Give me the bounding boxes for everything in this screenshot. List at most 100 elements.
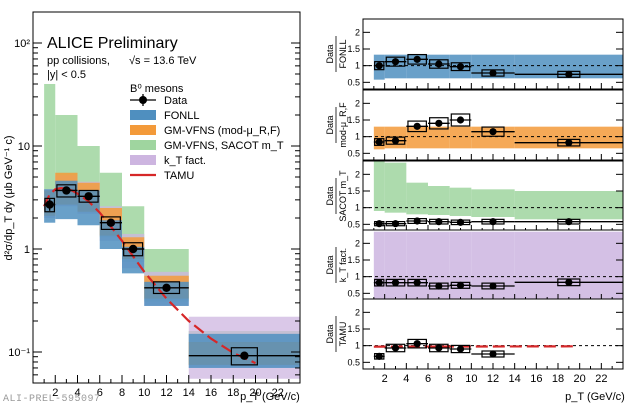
ratio-point-2-5: [489, 218, 497, 226]
main-xtick-label-6: 6: [97, 387, 103, 399]
ratio-point-4-4: [456, 345, 465, 353]
main-xtick-label-20: 20: [249, 387, 261, 399]
ratio-point-0-4: [456, 63, 465, 71]
ratio-band-3-bin-3: [428, 231, 450, 300]
ratio-point-3-3: [435, 282, 443, 290]
ratio-ytick-label-3: 2: [355, 238, 360, 248]
fonll-band-bin-3: [99, 220, 122, 249]
ratio-ytick-label-2: 1: [355, 203, 360, 213]
main-y-axis-label: d²σ/dp_T dy (μb GeV⁻¹ c): [3, 135, 15, 260]
main-xtick-label-22: 22: [272, 387, 284, 399]
main-xtick-label-2: 2: [52, 387, 58, 399]
ratio-point-3-2: [413, 279, 421, 287]
ratio-panel-0: 0.5 1 1.5 2 Data FONLL: [325, 18, 624, 90]
ratio-ytick-label-4: 1.5: [347, 324, 360, 334]
main-ytick-label: 10²: [14, 38, 30, 50]
ratio-ylabel-num-2: Data: [325, 186, 335, 205]
ratio-point-1-0: [375, 138, 383, 146]
ratio-panel-2: 0.5 1 1.5 2 Data SACOT m_T: [325, 160, 624, 232]
ratio-band-2-bin-0: [373, 161, 385, 211]
ratio-xtick-label-8: 8: [447, 373, 453, 385]
ratio-band-2-bin-2: [406, 182, 428, 215]
legend-kt-swatch: [130, 155, 156, 165]
ratio-point-1-2: [413, 122, 421, 130]
ratio-band-2-bin-3: [428, 186, 450, 215]
ratio-ytick-label-4: 0.5: [347, 357, 360, 367]
ratio-ylabel-num-3: Data: [325, 255, 335, 274]
ratio-point-4-1: [391, 344, 400, 352]
ratio-ytick-label-1: 1.5: [347, 115, 360, 125]
ratio-ytick-label-2: 1.5: [347, 186, 360, 196]
ratio-ytick-label-3: 1.5: [347, 255, 360, 265]
main-ytick-label: 10⁻¹: [8, 347, 30, 359]
main-xtick-label-10: 10: [138, 387, 150, 399]
main-xtick-label-8: 8: [119, 387, 125, 399]
ratio-point-3-5: [489, 282, 497, 290]
ratio-point-2-4: [456, 218, 465, 226]
ratio-point-0-1: [391, 58, 400, 66]
ratio-ylabel-den-1: mod-μ_R,F: [338, 102, 348, 148]
legend-data-marker: [139, 96, 147, 104]
ratio-point-4-2: [413, 340, 421, 348]
ratio-plot-area-4: [363, 299, 623, 369]
data-point-1: [62, 186, 71, 195]
ratio-band-3-bin-0: [373, 231, 385, 300]
legend-tamu-label: TAMU: [164, 170, 194, 182]
experiment-label: ALICE Preliminary: [47, 35, 178, 52]
ratio-panel-3: 0.5 1 1.5 2 Data k_T fact.: [325, 229, 624, 301]
sacot-band-bin-0: [44, 83, 56, 214]
particle-label: B⁰ mesons: [130, 83, 184, 95]
ratio-ytick-label-0: 2: [355, 27, 360, 37]
ratio-band-0-bin-2: [406, 54, 428, 79]
data-point-2: [84, 192, 93, 201]
ratio-point-3-4: [456, 281, 465, 289]
ratio-xtick-label-20: 20: [574, 373, 586, 385]
ratio-ytick-label-1: 0.5: [347, 148, 360, 158]
ratio-point-1-6: [565, 139, 573, 147]
ratio-point-1-3: [435, 119, 443, 127]
ratio-point-0-3: [435, 60, 443, 68]
ratio-point-3-6: [565, 278, 573, 286]
ratio-band-3-bin-1: [384, 231, 407, 300]
data-point-3: [106, 218, 116, 227]
ratio-ylabel-den-2: SACOT m_T: [338, 170, 348, 222]
ratio-point-1-5: [489, 128, 497, 136]
fonll-band-bin-6: [188, 333, 300, 368]
ratio-band-1-bin-3: [428, 126, 450, 149]
tamu-curve: [43, 186, 256, 365]
ratio-x-axis-label: p_T (GeV/c): [565, 391, 625, 403]
ratio-plot-area-1: [363, 90, 623, 160]
legend-gm_mu-label: GM-VFNS (mod-μ_R,F): [164, 125, 280, 137]
ratio-xtick-label-22: 22: [595, 373, 607, 385]
ratio-xtick-label-10: 10: [465, 373, 477, 385]
ratio-band-2-bin-6: [514, 191, 623, 220]
ratio-ytick-label-4: 2: [355, 307, 360, 317]
ratio-point-0-6: [565, 70, 573, 78]
rapidity-label: |y| < 0.5: [47, 69, 86, 81]
ratio-band-0-bin-6: [514, 54, 623, 79]
ratio-ytick-label-1: 1: [355, 132, 360, 142]
ratio-point-4-0: [375, 352, 383, 360]
ratio-ytick-label-2: 2: [355, 169, 360, 179]
ratio-point-2-1: [391, 220, 400, 228]
data-point-6: [240, 351, 249, 360]
ratio-ytick-label-2: 0.5: [347, 219, 360, 229]
ratio-ytick-label-1: 2: [355, 98, 360, 108]
watermark-label: ALI-PREL-595097: [3, 394, 101, 405]
ratio-ylabel-num-0: Data: [325, 44, 335, 63]
ratio-point-1-1: [391, 137, 400, 145]
ratio-band-1-bin-4: [449, 126, 472, 149]
ratio-panel-4: 0.5 1 1.5 2 Data TAMU: [325, 298, 624, 370]
legend-fonll-label: FONLL: [164, 110, 199, 122]
ratio-ytick-label-4: 1: [355, 341, 360, 351]
ratio-point-1-4: [456, 116, 465, 124]
ratio-band-3-bin-4: [449, 231, 472, 300]
ratio-point-0-0: [375, 62, 383, 70]
legend-fonll-swatch: [130, 110, 156, 120]
ratio-point-3-1: [391, 279, 400, 287]
data-point-0: [45, 200, 54, 209]
main-xtick-label-18: 18: [227, 387, 239, 399]
ratio-point-0-2: [413, 55, 421, 63]
legend-sacot-label: GM-VFNS, SACOT m_T: [164, 140, 284, 152]
